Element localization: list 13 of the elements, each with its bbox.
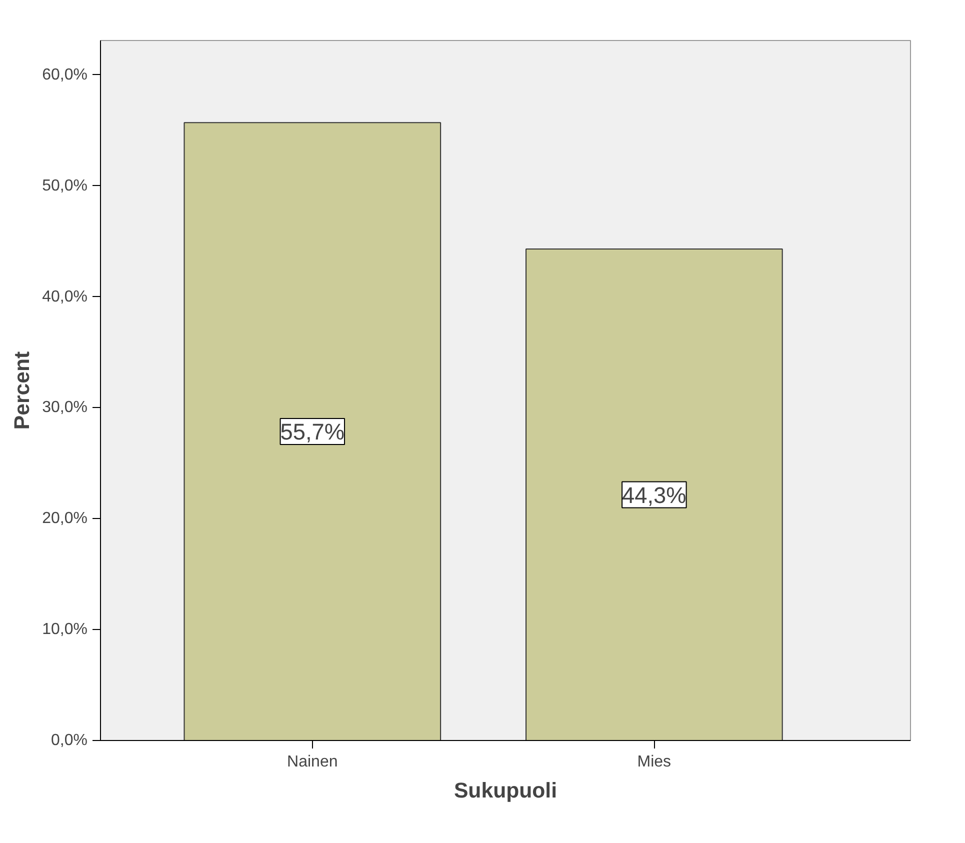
y-axis-title: Percent <box>10 351 34 430</box>
data-label: 55,7% <box>280 418 345 445</box>
x-axis-title: Sukupuoli <box>454 778 558 802</box>
y-tick-label: 60,0% <box>42 66 88 84</box>
y-tick-label: 50,0% <box>42 177 88 194</box>
y-tick-label: 20,0% <box>42 510 88 528</box>
x-tick-label: Nainen <box>287 754 338 770</box>
y-tick-label: 10,0% <box>42 621 88 638</box>
y-tick-label: 30,0% <box>42 399 88 416</box>
data-label: 44,3% <box>622 482 686 508</box>
y-tick-label: 0,0% <box>51 732 88 749</box>
y-tick-label: 40,0% <box>42 288 88 306</box>
x-tick-label: Mies <box>637 754 672 770</box>
